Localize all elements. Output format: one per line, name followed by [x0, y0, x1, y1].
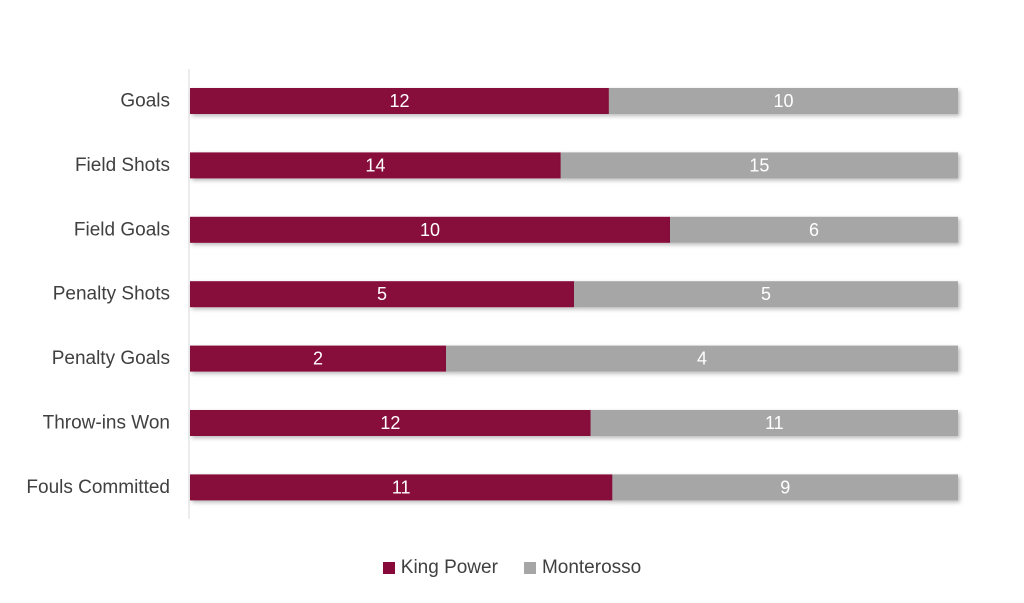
legend-label: King Power [400, 557, 498, 578]
data-label: 6 [809, 220, 819, 240]
category-label: Throw-ins Won [43, 413, 170, 434]
bar-segment-king-power [190, 410, 591, 436]
category-label: Goals [120, 91, 170, 112]
bar-segment-monterosso [446, 345, 958, 372]
category-label: Penalty Shots [53, 284, 170, 305]
labels-group: Goals 12 10 Field Shots 14 15 Field Goals 10 6 Pe… [26, 91, 819, 498]
data-label: 2 [313, 349, 323, 369]
category-label: Field Shots [75, 155, 170, 176]
bar-segment-king-power [190, 281, 574, 308]
bar-segment-monterosso [670, 216, 958, 243]
data-label: 11 [765, 413, 784, 433]
bar-segment-king-power [190, 88, 609, 114]
category-label: Fouls Committed [26, 477, 170, 498]
bar-segment-monterosso [574, 281, 958, 308]
legend-item-monterosso: Monterosso [523, 557, 642, 579]
bar-segment-king-power [190, 216, 670, 243]
legend-label: Monterosso [541, 557, 642, 578]
data-label: 15 [749, 155, 769, 175]
data-label: 5 [761, 284, 771, 304]
legend-item-king-power: King Power [382, 557, 498, 579]
bar-segment-king-power [190, 345, 446, 372]
data-label: 12 [380, 413, 400, 433]
bar-segment-monterosso [560, 152, 958, 179]
bar-segment-king-power [190, 474, 613, 501]
data-label: 12 [389, 91, 409, 111]
bar-segment-monterosso [612, 474, 958, 501]
data-label: 11 [392, 477, 411, 497]
legend-swatch [382, 562, 395, 574]
bars-group [190, 88, 958, 501]
bar-segment-monterosso [590, 410, 958, 436]
data-label: 4 [697, 349, 707, 369]
data-label: 14 [365, 155, 385, 175]
data-label: 9 [780, 477, 790, 497]
bar-segment-king-power [190, 152, 561, 179]
category-label: Penalty Goals [52, 348, 170, 369]
data-label: 5 [377, 284, 387, 304]
data-label: 10 [773, 91, 793, 111]
bar-segment-monterosso [608, 88, 958, 114]
category-label: Field Goals [74, 219, 170, 240]
legend-swatch [523, 562, 536, 574]
legend: King Power Monterosso [0, 556, 1024, 580]
data-label: 10 [420, 220, 440, 240]
